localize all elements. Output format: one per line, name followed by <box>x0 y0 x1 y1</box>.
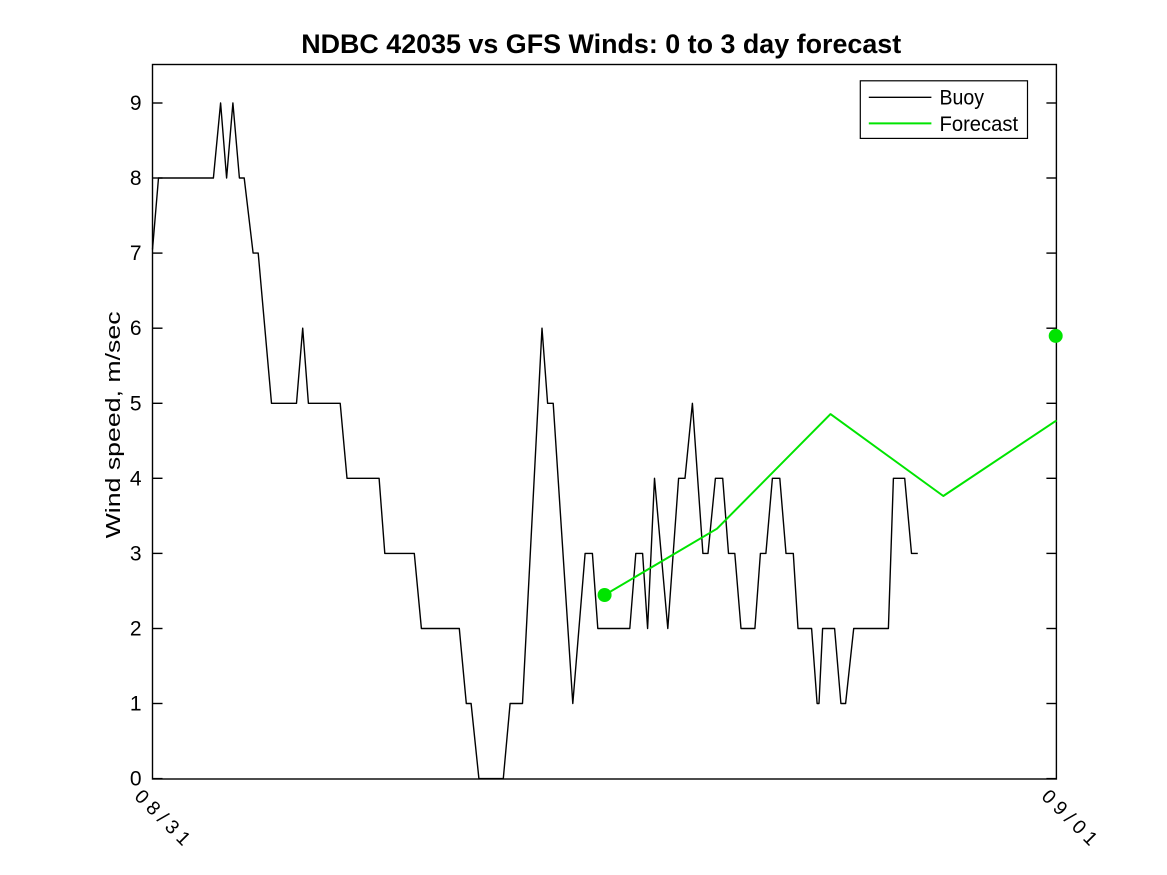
svg-text:4: 4 <box>130 467 142 490</box>
svg-text:2: 2 <box>130 618 142 641</box>
svg-text:8: 8 <box>130 167 142 190</box>
svg-text:Forecast: Forecast <box>940 112 1019 136</box>
svg-text:1: 1 <box>130 693 142 716</box>
svg-text:NDBC 42035 vs GFS Winds: 0 to: NDBC 42035 vs GFS Winds: 0 to 3 day fore… <box>301 29 901 59</box>
svg-text:6: 6 <box>130 317 142 340</box>
svg-text:9: 9 <box>130 92 142 115</box>
svg-text:Wind speed, m/sec: Wind speed, m/sec <box>102 311 125 538</box>
svg-text:3: 3 <box>130 542 142 565</box>
svg-text:Buoy: Buoy <box>940 86 985 110</box>
svg-text:7: 7 <box>130 242 142 265</box>
svg-text:5: 5 <box>130 392 142 415</box>
svg-text:0: 0 <box>130 768 142 791</box>
